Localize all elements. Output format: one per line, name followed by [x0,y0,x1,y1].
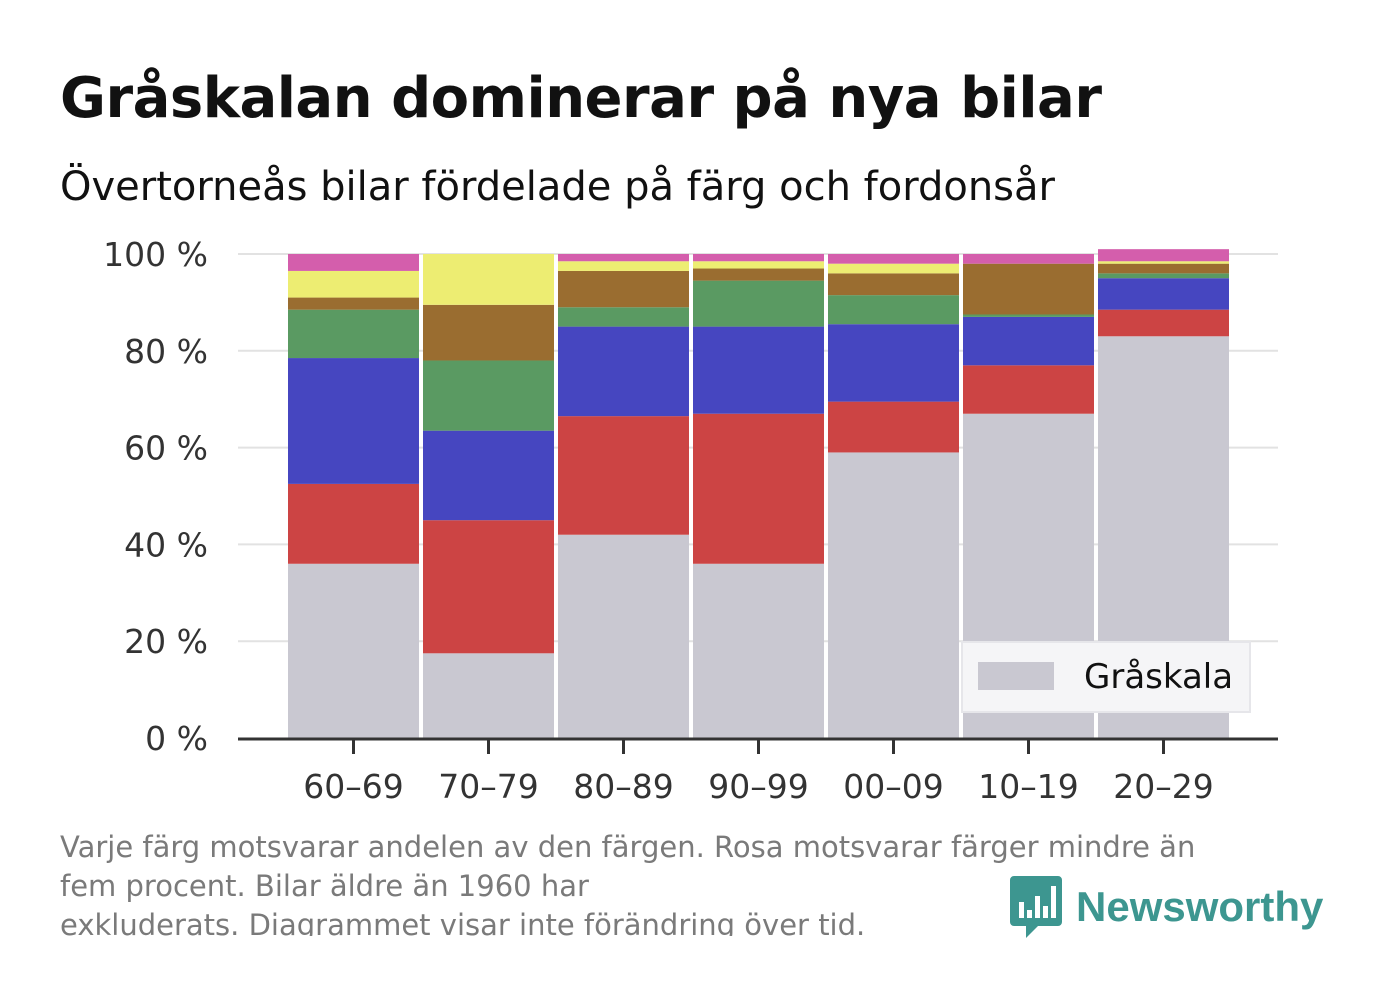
bar-segment [963,263,1094,315]
bar-segment [693,413,824,564]
bar-segment [828,273,959,296]
bar-segment [1098,273,1229,279]
bar-segment [558,534,689,738]
newsworthy-logo: Newsworthy [1010,876,1323,938]
bar-segment [558,416,689,535]
footnote-line-1: Varje färg motsvarar andelen av den färg… [60,830,1196,864]
bar-segment [828,324,959,402]
bar-segment [1098,249,1229,262]
bar-segment [423,520,554,654]
bar-segment [423,653,554,738]
bar-segment [288,297,419,310]
bar-segment [828,295,959,325]
bar-segment [558,270,689,308]
x-tick-label: 00–09 [843,767,943,806]
bar-segment [423,360,554,431]
bar-segment [558,254,689,262]
x-tick-label: 60–69 [303,767,403,806]
x-tick-label: 20–29 [1113,767,1213,806]
legend-label: Gråskala [1084,657,1233,697]
bar-segment [963,314,1094,317]
y-tick-label: 80 % [124,332,208,371]
y-axis-ticks: 0 % 20 % 40 % 60 % 80 % 100 % [103,235,208,758]
bar-segment [828,401,959,453]
bar-segment [288,254,419,271]
y-tick-label: 60 % [124,429,208,468]
bar-segment [288,309,419,359]
bar-segment [828,452,959,738]
bar-segment [288,270,419,298]
bar-segment [423,304,554,361]
bar-segment [558,307,689,327]
x-tick-label: 70–79 [438,767,538,806]
bar-chart-speech-bubble-icon [1010,876,1062,938]
x-tick-label: 10–19 [978,767,1078,806]
bar-segment [963,365,1094,414]
legend-swatch [978,662,1054,690]
bar-segment [828,254,959,264]
x-tick-label: 80–89 [573,767,673,806]
bar-segment [423,430,554,521]
bar-segment [1098,263,1229,274]
bar-segment [963,316,1094,366]
y-tick-label: 20 % [124,622,208,661]
bar-segment [558,261,689,271]
x-axis: 60–69 70–79 80–89 90–99 00–09 10–19 20–29 [238,737,1278,806]
bar-segment [1098,309,1229,337]
bar-segment [423,254,554,305]
bar-segment [693,254,824,262]
bar-segment [828,263,959,274]
chart-subtitle: Övertorneås bilar fördelade på färg och … [60,164,1055,210]
bar-segment [693,563,824,738]
y-tick-label: 0 % [145,719,208,758]
brand-name: Newsworthy [1076,883,1324,930]
bar-segment [288,563,419,738]
y-tick-label: 100 % [103,235,208,274]
bars [288,249,1229,738]
bar-segment [288,483,419,564]
footnote-line-2: fem procent. Bilar äldre än 1960 har [60,869,589,903]
bar-segment [693,280,824,327]
x-tick-label: 90–99 [708,767,808,806]
bar-segment [693,261,824,269]
bar-segment [1098,278,1229,310]
bar-segment [558,326,689,417]
bar-segment [1098,261,1229,264]
bar-segment [693,268,824,281]
legend: Gråskala [961,641,1251,713]
chart-title: Gråskalan dominerar på nya bilar [60,66,1102,131]
bar-segment [693,326,824,414]
y-tick-label: 40 % [124,525,208,564]
footnote: Varje färg motsvarar andelen av den färg… [60,828,1300,936]
bar-segment [288,358,419,484]
bar-segment [963,254,1094,264]
footnote-line-3: exkluderats. Diagrammet visar inte förän… [60,908,866,936]
